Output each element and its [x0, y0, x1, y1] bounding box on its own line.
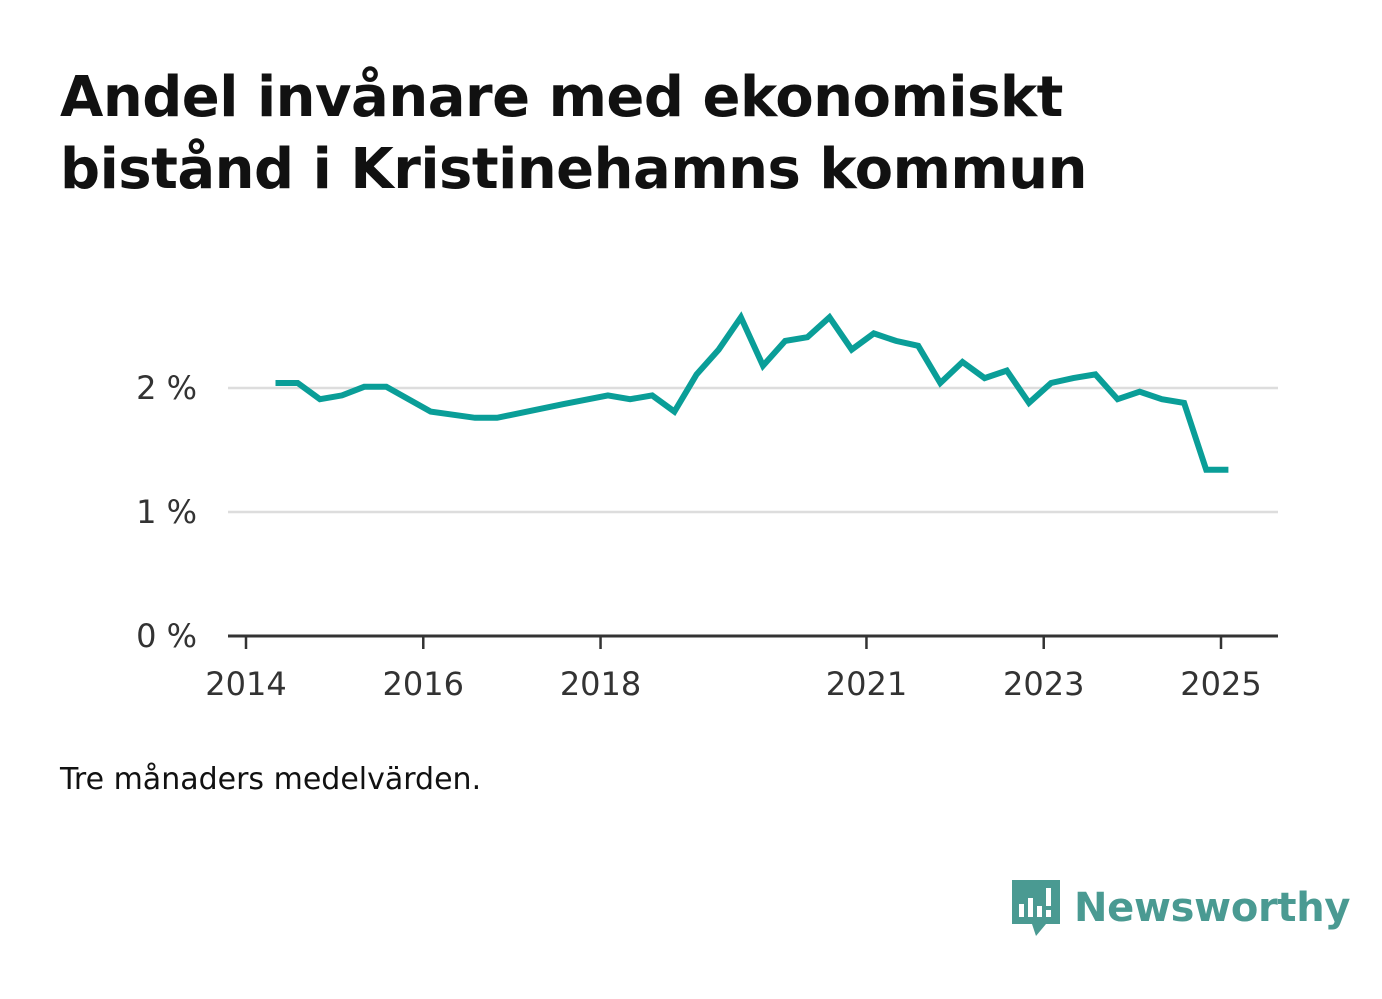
series-line — [275, 311, 1229, 473]
x-tick-label: 2014 — [205, 665, 286, 703]
x-tick-label: 2016 — [383, 665, 464, 703]
line-chart: 0 % 1 % 2 % 2014 2016 2018 2021 2023 2025 — [136, 311, 1278, 703]
chart-title: Andel invånare med ekonomiskt bistånd i … — [60, 65, 1088, 202]
series-line-layer — [275, 311, 1229, 473]
y-tick-label: 1 % — [136, 493, 197, 531]
x-tick-label: 2025 — [1180, 665, 1261, 703]
x-tick-label: 2023 — [1003, 665, 1084, 703]
x-axis: 2014 2016 2018 2021 2023 2025 — [205, 634, 1278, 703]
brand-name: Newsworthy — [1074, 885, 1351, 931]
chart-note: Tre månaders medelvärden. — [60, 762, 482, 797]
y-tick-label: 0 % — [136, 617, 197, 655]
gridlines — [228, 386, 1278, 514]
brand-logo[interactable]: Newsworthy — [1010, 876, 1351, 940]
y-tick-label: 2 % — [136, 369, 197, 407]
x-tick-label: 2021 — [826, 665, 907, 703]
x-tick-label: 2018 — [560, 665, 641, 703]
bar-chart-speech-bubble-icon — [1012, 880, 1060, 936]
y-axis-ticks: 0 % 1 % 2 % — [136, 369, 197, 655]
